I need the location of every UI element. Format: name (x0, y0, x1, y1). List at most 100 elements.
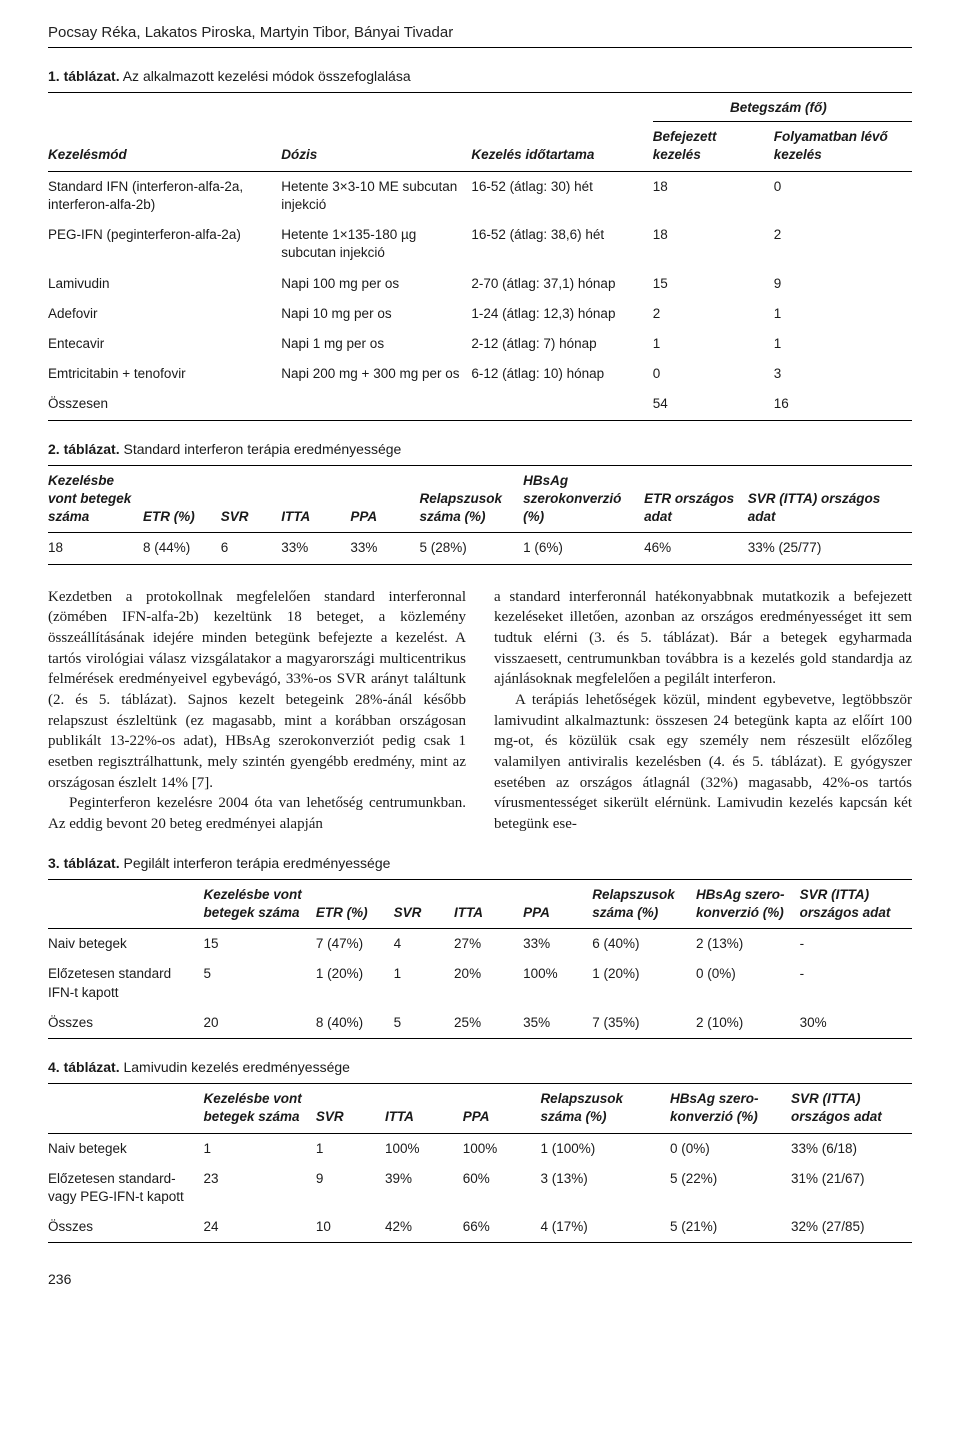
table-cell: 18 (48, 533, 143, 564)
table-cell: 33% (523, 929, 592, 960)
table-cell: 54 (653, 389, 774, 420)
table-cell: 0 (653, 359, 774, 389)
table-cell: 30% (800, 1008, 912, 1039)
t3-h: HBsAg szero-konverzió (%) (696, 879, 800, 928)
table3: Kezelésbe vont betegek száma ETR (%) SVR… (48, 879, 912, 1039)
table-cell: 6 (40%) (592, 929, 696, 960)
table-cell: 27% (454, 929, 523, 960)
t2-h: Kezelésbe vont betegek száma (48, 465, 143, 533)
table-cell: 0 (0%) (696, 959, 800, 1007)
table-cell: Entecavir (48, 329, 281, 359)
t2-h: ETR országos adat (644, 465, 748, 533)
table-cell: 66% (463, 1212, 541, 1243)
table1-title: 1. táblázat. Az alkalmazott kezelési mód… (48, 68, 912, 84)
body-left: Kezdetben a protokollnak megfelelően sta… (48, 587, 466, 835)
table-cell: 16-52 (átlag: 38,6) hét (471, 220, 652, 268)
head-rule (48, 47, 912, 48)
table3-title-rest: Pegilált interferon terápia eredményessé… (120, 855, 391, 871)
table-cell: 20 (204, 1008, 316, 1039)
table-cell: Napi 1 mg per os (281, 329, 471, 359)
table-cell: Napi 100 mg per os (281, 269, 471, 299)
table-cell: Hetente 1×135-180 µg subcutan injekció (281, 220, 471, 268)
table-cell: 100% (385, 1133, 463, 1164)
page: Pocsay Réka, Lakatos Piroska, Martyin Ti… (0, 0, 960, 1327)
table-cell: 33% (25/77) (748, 533, 912, 564)
running-head: Pocsay Réka, Lakatos Piroska, Martyin Ti… (48, 24, 912, 41)
t4-h: PPA (463, 1084, 541, 1133)
t4-h: SVR (316, 1084, 385, 1133)
table-cell: 5 (22%) (670, 1164, 791, 1212)
table-cell: - (800, 929, 912, 960)
table-cell: Naiv betegek (48, 929, 204, 960)
t1-total-label: Összesen (48, 389, 281, 420)
table2-title-rest: Standard interferon terápia eredményessé… (120, 441, 402, 457)
t4-h: Relapszusok száma (%) (540, 1084, 670, 1133)
table-cell: 4 (394, 929, 454, 960)
table-cell: 6-12 (átlag: 10) hónap (471, 359, 652, 389)
table-cell (281, 389, 471, 420)
table-cell: 31% (21/67) (791, 1164, 912, 1212)
page-number: 236 (48, 1271, 912, 1287)
t4-h: ITTA (385, 1084, 463, 1133)
table4-title-rest: Lamivudin kezelés eredményessége (120, 1059, 350, 1075)
table-cell: Emtricitabin + tenofovir (48, 359, 281, 389)
t3-h: SVR (ITTA) országos adat (800, 879, 912, 928)
table-cell (471, 389, 652, 420)
table-cell: 2-70 (átlag: 37,1) hónap (471, 269, 652, 299)
table-cell: 3 (13%) (540, 1164, 670, 1212)
t3-h: SVR (394, 879, 454, 928)
t2-h: ETR (%) (143, 465, 221, 533)
table-cell: - (800, 959, 912, 1007)
table-cell: 4 (17%) (540, 1212, 670, 1243)
t3-h: Kezelésbe vont betegek száma (204, 879, 316, 928)
table-cell: 1 (394, 959, 454, 1007)
table-cell: Napi 200 mg + 300 mg per os (281, 359, 471, 389)
table-cell: 16 (774, 389, 912, 420)
t4-h: HBsAg szero-konverzió (%) (670, 1084, 791, 1133)
body-para: Peginterferon kezelésre 2004 óta van leh… (48, 793, 466, 834)
table-cell: 15 (653, 269, 774, 299)
body-para: A terápiás lehetőségek közül, mindent eg… (494, 690, 912, 835)
table-cell: 35% (523, 1008, 592, 1039)
table-cell: 33% (6/18) (791, 1133, 912, 1164)
table-cell: Hetente 3×3-10 ME subcutan injekció (281, 171, 471, 220)
t1-h-betegszam: Betegszám (fő) (653, 93, 912, 122)
t3-h (48, 879, 204, 928)
body-columns: Kezdetben a protokollnak megfelelően sta… (48, 587, 912, 835)
table-cell: 33% (350, 533, 419, 564)
table-cell: 2 (774, 220, 912, 268)
table-cell: 1 (100%) (540, 1133, 670, 1164)
table-cell: 1 (6%) (523, 533, 644, 564)
table-cell: 33% (281, 533, 350, 564)
t2-h: ITTA (281, 465, 350, 533)
table-cell: 60% (463, 1164, 541, 1212)
table-cell: 15 (204, 929, 316, 960)
table-cell: Összes (48, 1212, 204, 1243)
table2-title-bold: 2. táblázat. (48, 441, 120, 457)
table-cell: 1-24 (átlag: 12,3) hónap (471, 299, 652, 329)
table-cell: 2-12 (átlag: 7) hónap (471, 329, 652, 359)
table-cell: 7 (47%) (316, 929, 394, 960)
table-cell: Előzetesen standard IFN-t kapott (48, 959, 204, 1007)
table-cell: 7 (35%) (592, 1008, 696, 1039)
table-cell: 1 (20%) (316, 959, 394, 1007)
table-cell: Napi 10 mg per os (281, 299, 471, 329)
table-cell: Lamivudin (48, 269, 281, 299)
table2-title: 2. táblázat. Standard interferon terápia… (48, 441, 912, 457)
table-cell: 23 (204, 1164, 316, 1212)
table4-title-bold: 4. táblázat. (48, 1059, 120, 1075)
t3-h: ETR (%) (316, 879, 394, 928)
table-cell: 1 (20%) (592, 959, 696, 1007)
t2-h: Relapszusok száma (%) (419, 465, 523, 533)
table-cell: 2 (13%) (696, 929, 800, 960)
t4-h (48, 1084, 204, 1133)
t1-h-idotartam: Kezelés időtartama (471, 93, 652, 172)
table1-title-bold: 1. táblázat. (48, 68, 120, 84)
table-cell: 20% (454, 959, 523, 1007)
table4: Kezelésbe vont betegek száma SVR ITTA PP… (48, 1083, 912, 1243)
table-cell: 18 (653, 220, 774, 268)
t1-h-folyamatban: Folyamatban lévő kezelés (774, 122, 912, 171)
table-cell: 16-52 (átlag: 30) hét (471, 171, 652, 220)
table-cell: 5 (394, 1008, 454, 1039)
table-cell: Standard IFN (interferon-alfa-2a, interf… (48, 171, 281, 220)
